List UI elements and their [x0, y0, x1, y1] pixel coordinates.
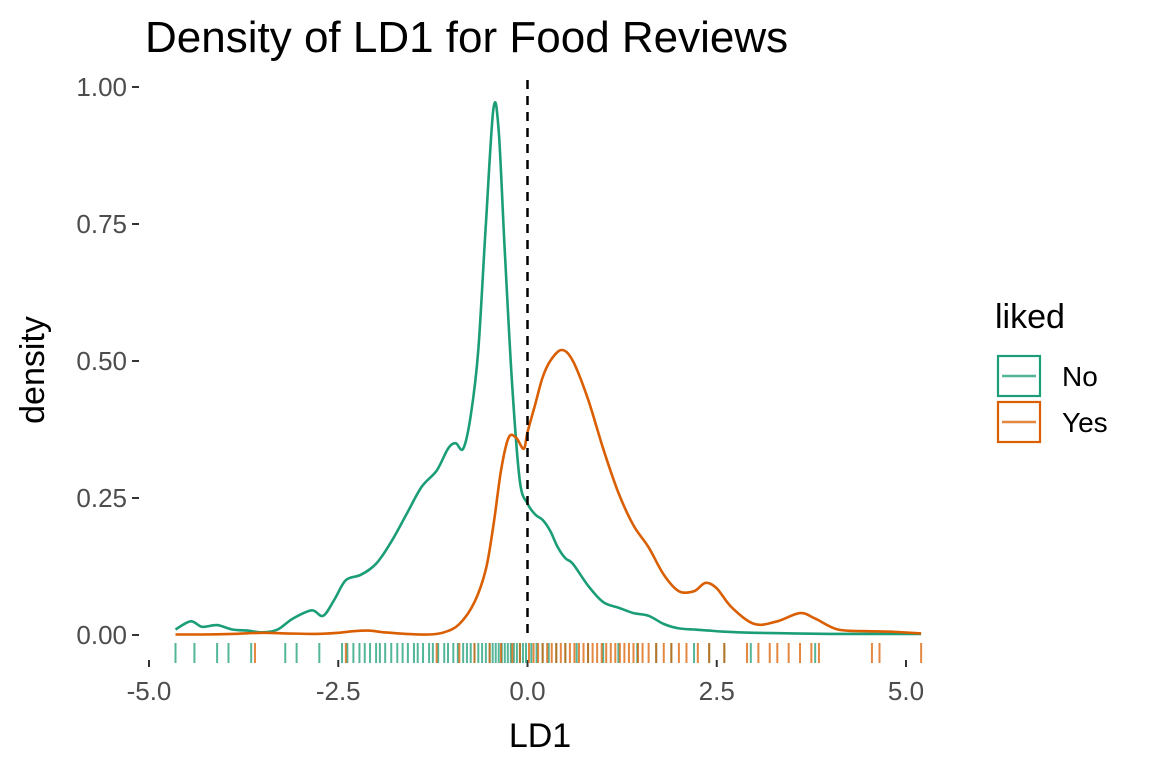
x-axis-title: LD1	[509, 717, 571, 755]
legend-label-yes: Yes	[1062, 407, 1108, 438]
legend-label-no: No	[1062, 361, 1098, 392]
x-axis: -5.0 -2.5 0.0 2.5 5.0	[127, 660, 924, 706]
y-tick-label: 0.75	[76, 209, 127, 239]
x-tick-label: 2.5	[699, 676, 735, 706]
y-axis-title: density	[14, 316, 52, 424]
density-line-yes	[175, 348, 922, 636]
density-line-no	[174, 101, 922, 636]
y-tick-label: 0.25	[76, 483, 127, 513]
x-tick-label: -2.5	[316, 676, 361, 706]
y-tick-label: 0.00	[76, 620, 127, 650]
chart-title: Density of LD1 for Food Reviews	[145, 13, 788, 62]
y-tick-label: 1.00	[76, 72, 127, 102]
x-tick-label: 0.0	[509, 676, 545, 706]
legend-title: liked	[995, 298, 1065, 336]
plot-area	[174, 80, 923, 663]
x-tick-label: 5.0	[888, 676, 924, 706]
y-tick-label: 0.50	[76, 346, 127, 376]
legend: liked No Yes	[995, 298, 1108, 444]
y-axis: 0.00 0.25 0.50 0.75 1.00	[76, 72, 139, 650]
x-tick-label: -5.0	[127, 676, 172, 706]
